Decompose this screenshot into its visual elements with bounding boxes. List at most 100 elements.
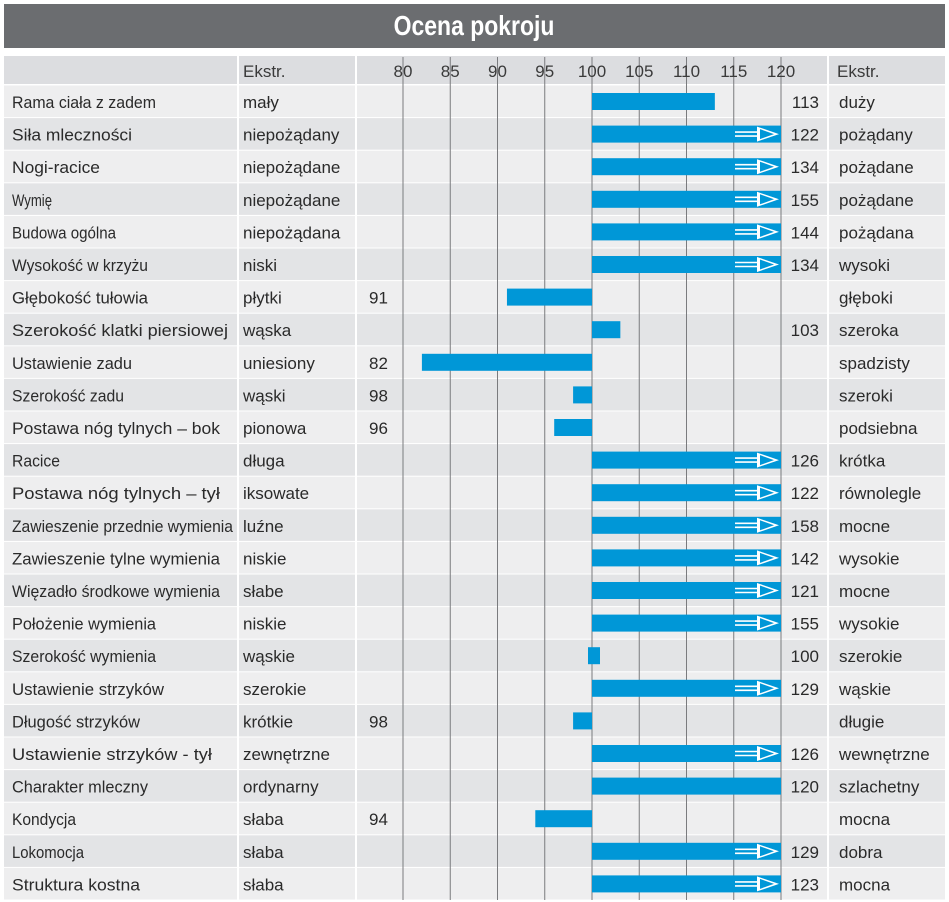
row-cell-bg — [4, 672, 237, 704]
trait-label: Szerokość klatki piersiowej — [12, 321, 228, 340]
row-cell-bg — [4, 737, 237, 770]
overflow-arrow-inner — [760, 259, 774, 270]
row-cell-bg — [239, 346, 355, 378]
overflow-arrow-inner — [760, 846, 774, 857]
row-cell-bg — [239, 85, 355, 118]
value-label: 126 — [791, 452, 819, 471]
x-tick-label: 105 — [625, 62, 653, 81]
row-cell-bg — [829, 476, 945, 509]
value-label: 122 — [791, 126, 819, 145]
row-cell-bg — [829, 313, 945, 346]
bar — [592, 190, 781, 208]
value-label: 129 — [791, 680, 819, 699]
low-extreme-label: luźne — [243, 517, 284, 536]
high-extreme-label: duży — [839, 93, 875, 112]
bar — [573, 712, 592, 730]
row-cell-bg — [4, 85, 237, 118]
value-label: 123 — [791, 875, 819, 894]
high-extreme-label: długie — [839, 712, 884, 731]
row-cell-bg — [829, 281, 945, 313]
low-extreme-label: niepożądana — [243, 223, 341, 242]
bar — [592, 516, 781, 534]
row-cell-bg — [4, 607, 237, 639]
row-cell-bg — [829, 215, 945, 248]
value-label: 155 — [791, 615, 819, 634]
value-label: 134 — [791, 256, 819, 275]
overflow-arrow-inner — [760, 618, 774, 629]
trait-label: Kondycja — [12, 810, 76, 829]
row-cell-bg — [829, 411, 945, 444]
low-extreme-label: niepożądany — [243, 126, 340, 145]
row-cell-bg — [239, 672, 355, 704]
left-extreme-header: Ekstr. — [243, 62, 286, 81]
row-cell-bg — [4, 867, 237, 900]
row-cell-bg — [4, 541, 237, 574]
row-cell-bg — [4, 704, 237, 737]
high-extreme-label: wewnętrzne — [838, 745, 930, 764]
bar — [592, 777, 781, 795]
trait-label: Postawa nóg tylnych – bok — [12, 419, 221, 438]
high-extreme-label: szeroki — [839, 386, 893, 405]
x-tick-label: 100 — [578, 62, 606, 81]
trait-label: Wysokość w krzyżu — [12, 256, 148, 275]
value-label: 129 — [791, 843, 819, 862]
high-extreme-label: równolegle — [839, 484, 921, 503]
trait-label: Szerokość zadu — [12, 386, 124, 405]
row-cell-bg — [239, 867, 355, 900]
row-cell-bg — [829, 346, 945, 378]
row-cell-bg — [4, 281, 237, 313]
low-extreme-label: słaba — [243, 810, 284, 829]
low-extreme-label: uniesiony — [243, 354, 315, 373]
row-cell-bg — [239, 639, 355, 672]
value-label: 120 — [791, 778, 819, 797]
row-cell-bg — [829, 770, 945, 802]
value-label: 126 — [791, 745, 819, 764]
bar — [535, 810, 592, 828]
overflow-arrow-inner — [760, 129, 774, 140]
trait-label: Rama ciała z zadem — [12, 93, 156, 112]
row-cell-bg — [239, 574, 355, 607]
high-extreme-label: wysokie — [838, 549, 899, 568]
low-extreme-label: szerokie — [243, 680, 306, 699]
overflow-arrow-inner — [760, 748, 774, 759]
low-extreme-label: niepożądane — [243, 191, 340, 210]
high-extreme-label: pożądany — [839, 126, 913, 145]
row-cell-bg — [4, 835, 237, 867]
row-cell-bg — [829, 183, 945, 215]
high-extreme-label: wysokie — [838, 615, 899, 634]
row-cell-bg — [239, 835, 355, 867]
row-cell-bg — [4, 215, 237, 248]
overflow-arrow-inner — [760, 520, 774, 531]
overflow-arrow-inner — [760, 161, 774, 172]
bar — [592, 484, 781, 502]
row-cell-bg — [829, 639, 945, 672]
bar — [592, 614, 781, 632]
value-label: 100 — [791, 647, 819, 666]
high-extreme-label: szeroka — [839, 321, 899, 340]
trait-label: Szerokość wymienia — [12, 647, 156, 666]
row-cell-bg — [829, 378, 945, 411]
overflow-arrow-inner — [760, 455, 774, 466]
row-cell-bg — [4, 574, 237, 607]
high-extreme-label: wąskie — [838, 680, 891, 699]
low-extreme-label: wąski — [242, 386, 286, 405]
value-label: 121 — [791, 582, 819, 601]
low-extreme-label: słaba — [243, 875, 284, 894]
row-cell-bg — [829, 118, 945, 150]
row-cell-bg — [239, 509, 355, 541]
value-label: 103 — [791, 321, 819, 340]
row-cell-bg — [239, 737, 355, 770]
low-extreme-label: niskie — [243, 615, 286, 634]
trait-label: Racice — [12, 452, 60, 471]
value-label: 96 — [369, 419, 388, 438]
high-extreme-label: szlachetny — [839, 778, 920, 797]
value-label: 134 — [791, 158, 819, 177]
overflow-arrow-inner — [760, 194, 774, 205]
header-cell-bg — [829, 56, 945, 84]
value-label: 142 — [791, 549, 819, 568]
overflow-arrow-inner — [760, 487, 774, 498]
value-label: 98 — [369, 386, 388, 405]
row-cell-bg — [4, 248, 237, 281]
row-cell-bg — [829, 248, 945, 281]
row-cell-bg — [239, 248, 355, 281]
